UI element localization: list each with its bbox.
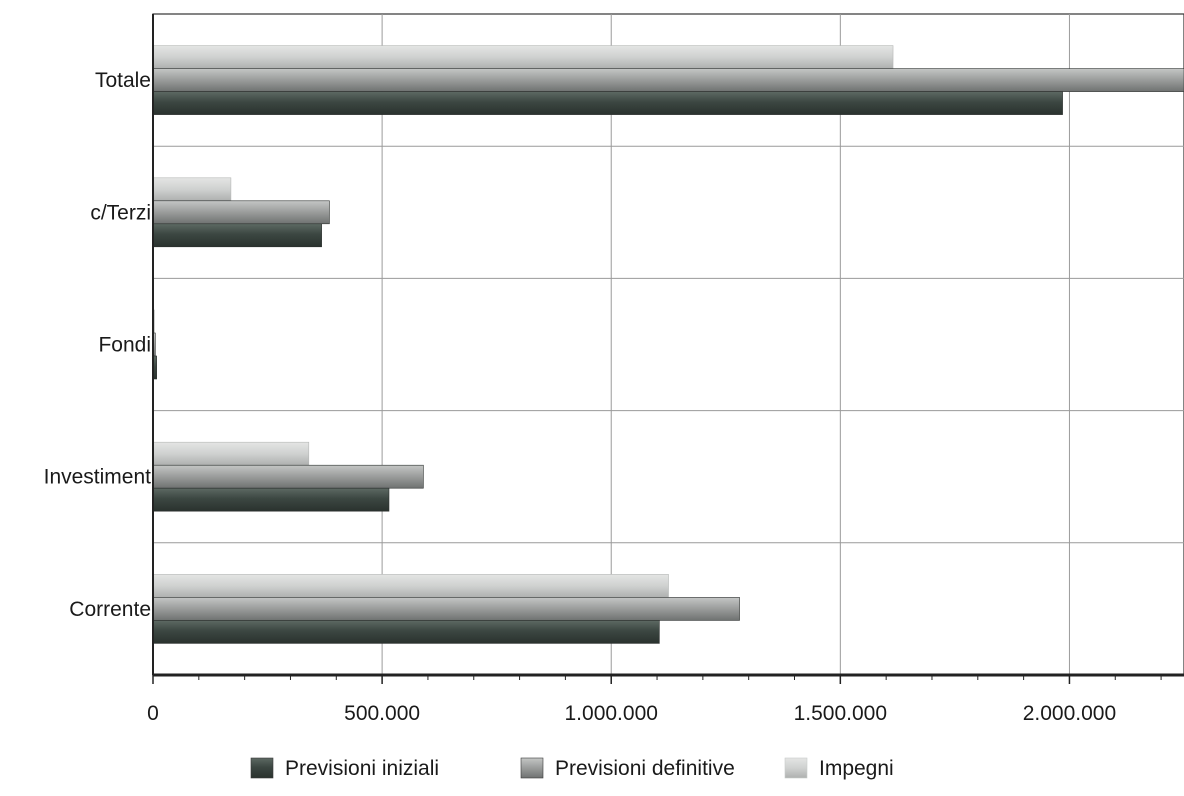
legend-swatch <box>250 757 274 779</box>
bar-totale-series-2 <box>152 45 894 69</box>
plot-area <box>152 13 1184 676</box>
bar-c-terzi-series-2 <box>152 177 232 202</box>
gridlines <box>153 14 1184 675</box>
axes <box>152 14 1184 684</box>
bar-investiment-series-1 <box>152 464 424 489</box>
category-label: Totale <box>95 69 151 92</box>
legend-swatch <box>784 757 808 779</box>
legend-label: Impegni <box>819 757 894 780</box>
legend: Previsioni iniziali Previsioni definitive… <box>250 757 894 780</box>
category-labels: Corrente Investiment Fondi c/Terzi Totale <box>44 69 152 621</box>
bar-investiment-series-2 <box>152 441 310 466</box>
bars <box>152 45 1184 644</box>
x-tick-label: 1.500.000 <box>794 702 887 725</box>
category-label: Fondi <box>98 334 151 357</box>
x-tick-label: 0 <box>147 702 159 725</box>
legend-label: Previsioni definitive <box>555 757 735 780</box>
plot-border <box>152 13 1184 676</box>
category-label: Corrente <box>69 598 151 621</box>
bar-totale-series-0 <box>152 91 1063 115</box>
x-tick-label: 500.000 <box>344 702 420 725</box>
bar-corrente-series-0 <box>152 620 660 644</box>
x-tick-labels: 0 500.000 1.000.000 1.500.000 2.000.000 <box>147 702 1116 725</box>
bar-c-terzi-series-0 <box>152 223 322 248</box>
x-tick-label: 1.000.000 <box>565 702 658 725</box>
legend-label: Previsioni iniziali <box>285 757 439 780</box>
bar-c-terzi-series-1 <box>152 200 330 225</box>
bar-corrente-series-2 <box>152 574 669 598</box>
legend-swatch <box>520 757 544 779</box>
bar-corrente-series-1 <box>152 597 740 621</box>
category-label: Investiment <box>44 466 152 489</box>
category-label: c/Terzi <box>90 201 151 224</box>
bar-investiment-series-0 <box>152 487 390 512</box>
bar-totale-series-1 <box>152 68 1184 92</box>
x-tick-label: 2.000.000 <box>1023 702 1116 725</box>
